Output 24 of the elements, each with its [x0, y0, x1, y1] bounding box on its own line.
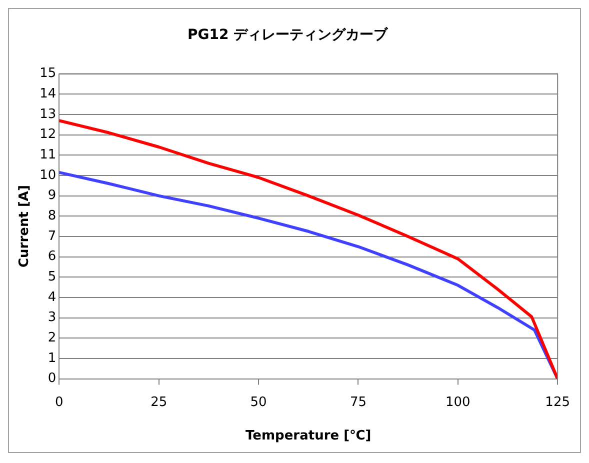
y-tick-label: 12 [40, 127, 56, 142]
y-tick-label: 13 [40, 106, 56, 122]
y-tick-label: 4 [48, 290, 56, 305]
y-tick-label: 14 [40, 86, 56, 102]
x-tick-label: 125 [545, 394, 570, 410]
x-tick-label: 75 [350, 394, 366, 410]
y-tick-label: 11 [40, 148, 56, 163]
y-tick-label: 2 [48, 330, 56, 346]
y-tick-label: 0 [48, 371, 56, 386]
chart-title: PG12 ディレーティングカーブ [187, 26, 389, 44]
x-tick-label: 100 [445, 394, 470, 410]
y-tick-label: 5 [48, 270, 56, 285]
y-tick-label: 10 [40, 168, 56, 183]
y-tick-label: 6 [48, 249, 56, 264]
x-axis-title: Temperature [℃] [246, 428, 372, 444]
y-axis-title: Current [A] [17, 185, 32, 268]
y-tick-label: 3 [48, 310, 56, 326]
x-tick-label: 25 [150, 394, 168, 410]
y-tick-label: 9 [48, 188, 56, 204]
y-tick-label: 15 [40, 66, 56, 82]
y-tick-label: 7 [48, 228, 56, 244]
x-tick-label: 50 [250, 394, 267, 410]
y-tick-label: 1 [48, 350, 56, 366]
y-tick-label: 8 [48, 208, 56, 224]
